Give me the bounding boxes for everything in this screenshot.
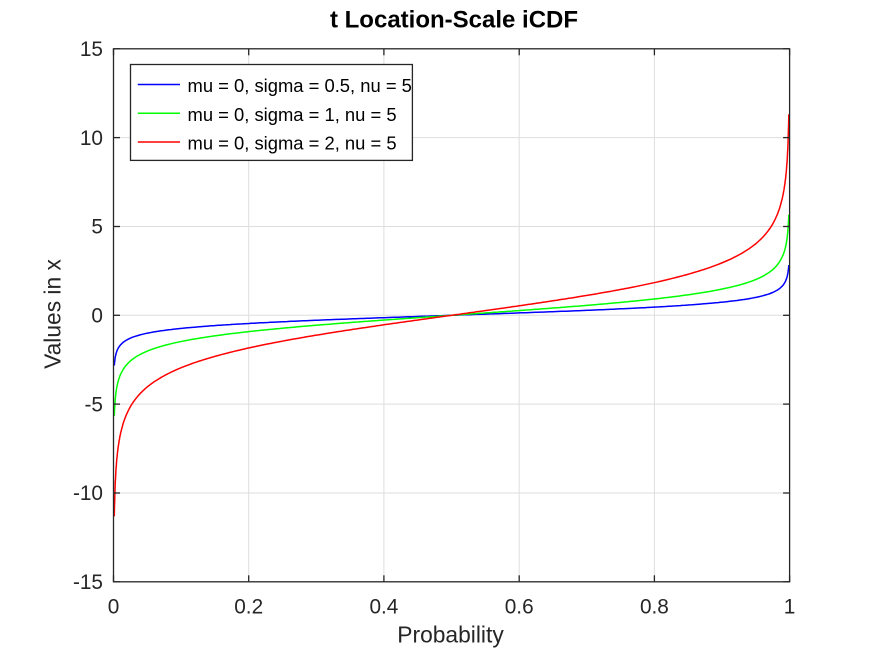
svg-text:0: 0 [108, 596, 120, 619]
svg-text:-5: -5 [85, 393, 104, 416]
svg-text:0.6: 0.6 [505, 596, 534, 619]
svg-text:1: 1 [784, 596, 796, 619]
svg-text:0.8: 0.8 [640, 596, 669, 619]
svg-text:0: 0 [91, 305, 103, 328]
svg-text:Probability: Probability [397, 622, 504, 648]
svg-text:10: 10 [80, 127, 103, 150]
svg-text:mu = 0, sigma = 1, nu = 5: mu = 0, sigma = 1, nu = 5 [188, 104, 397, 125]
svg-text:-15: -15 [73, 571, 103, 594]
svg-text:15: 15 [80, 38, 103, 61]
svg-text:Values in x: Values in x [40, 258, 66, 368]
svg-text:t Location-Scale iCDF: t Location-Scale iCDF [330, 7, 578, 34]
svg-text:0.2: 0.2 [234, 596, 263, 619]
svg-text:0.4: 0.4 [369, 596, 398, 619]
svg-text:mu = 0, sigma = 2, nu = 5: mu = 0, sigma = 2, nu = 5 [188, 133, 397, 154]
svg-text:mu = 0, sigma = 0.5, nu = 5: mu = 0, sigma = 0.5, nu = 5 [188, 75, 412, 96]
svg-text:-10: -10 [73, 482, 103, 505]
svg-text:5: 5 [91, 216, 103, 239]
